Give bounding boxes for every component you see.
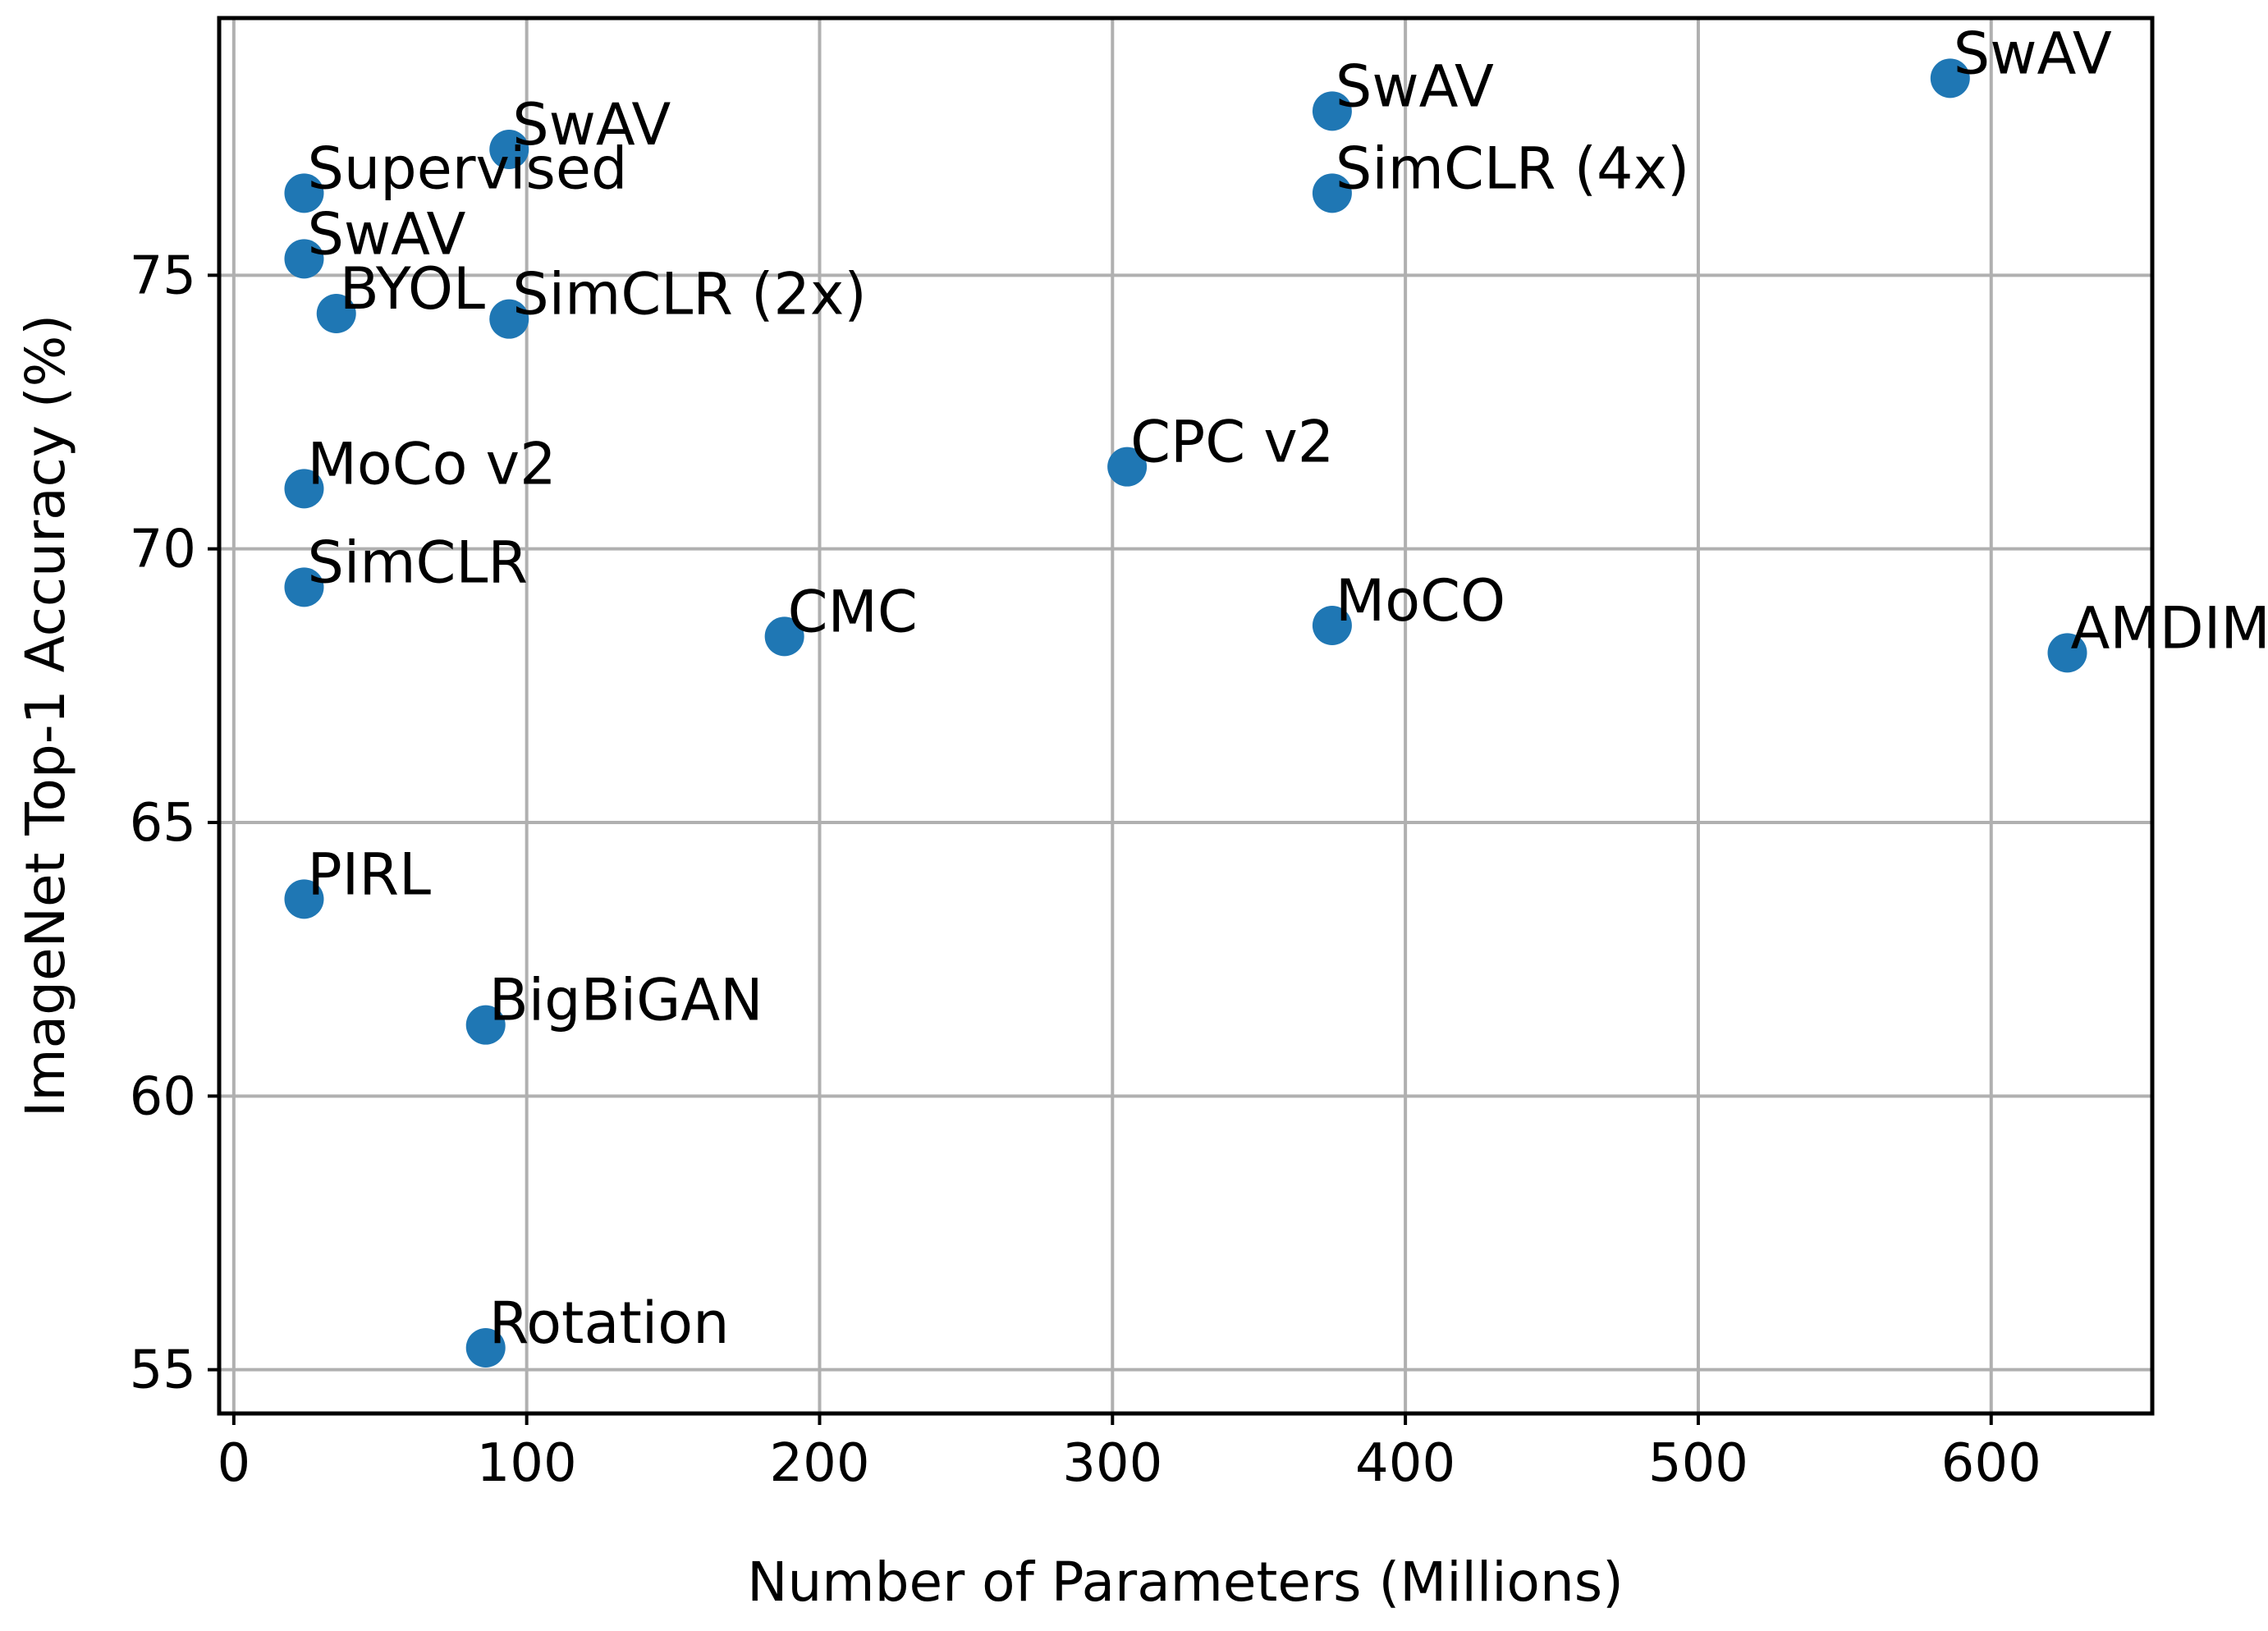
scatter-point [489, 130, 529, 169]
plot-frame [217, 16, 2155, 1416]
scatter-point [465, 1328, 506, 1368]
point-label: SimCLR (2x) [512, 261, 866, 328]
x-tick-label: 100 [477, 1433, 577, 1494]
y-tick-label: 75 [130, 245, 196, 306]
y-tick-label: 60 [130, 1066, 196, 1127]
point-label: SwAV [307, 200, 465, 268]
scatter-point [1930, 58, 1970, 99]
scatter-point [1107, 447, 1148, 487]
scatter-point [284, 173, 324, 213]
y-tick-label: 70 [130, 520, 196, 580]
point-label: SimCLR (4x) [1336, 135, 1689, 202]
y-axis-label: ImageNet Top-1 Accuracy (%) [14, 314, 77, 1117]
point-label: SimCLR [307, 529, 528, 596]
point-label: SwAV [1954, 20, 2112, 87]
point-label: PIRL [307, 841, 431, 908]
scatter-point [1312, 91, 1352, 131]
scatter-point [489, 299, 529, 339]
x-tick-label: 200 [769, 1433, 869, 1494]
point-label: Supervised [307, 135, 627, 202]
scatter-point [1312, 173, 1352, 213]
point-label: SwAV [1336, 53, 1494, 120]
x-tick-label: 600 [1941, 1433, 2041, 1494]
scatter-point [284, 469, 324, 509]
scatter-point [316, 294, 356, 333]
x-tick-label: 300 [1062, 1433, 1162, 1494]
point-label: CPC v2 [1130, 409, 1334, 476]
point-label: BigBiGAN [489, 967, 763, 1034]
tick-layer: 0 100 200 300 400 500 600 55 60 65 70 75 [130, 245, 2041, 1494]
point-label: Rotation [489, 1290, 730, 1357]
point-label: MoCo v2 [307, 430, 556, 497]
point-layer [284, 58, 2087, 1368]
scatter-point [465, 1005, 506, 1045]
point-label: AMDIM [2071, 594, 2268, 662]
x-axis-label: Number of Parameters (Millions) [747, 1551, 1624, 1614]
x-tick-label: 400 [1355, 1433, 1455, 1494]
point-label: MoCO [1336, 567, 1505, 635]
scatter-point [284, 239, 324, 279]
scatter-point [284, 879, 324, 919]
y-tick-label: 65 [130, 793, 196, 854]
point-label: SwAV [512, 91, 671, 158]
y-tick-label: 55 [130, 1340, 196, 1401]
x-tick-label: 0 [217, 1433, 250, 1494]
grid-layer [219, 18, 2152, 1413]
point-label: CMC [788, 578, 918, 645]
scatter-point [2047, 633, 2087, 673]
x-tick-label: 500 [1648, 1433, 1748, 1494]
scatter-point [1312, 606, 1352, 645]
point-label: BYOL [340, 255, 485, 323]
scatter-point [764, 616, 804, 657]
scatter-point [284, 567, 324, 607]
